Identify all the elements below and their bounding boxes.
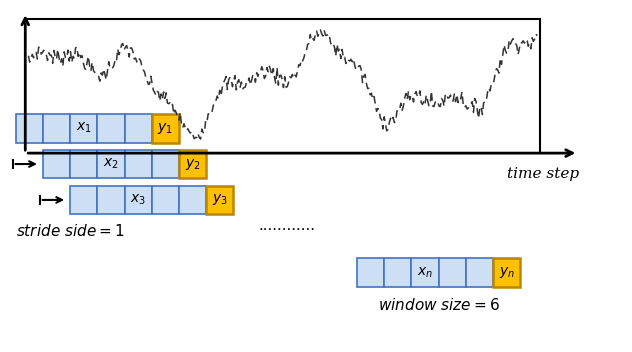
- Text: $y_n$: $y_n$: [499, 265, 514, 280]
- Text: $x_3$: $x_3$: [130, 193, 146, 207]
- Bar: [466, 258, 493, 287]
- Text: $x_n$: $x_n$: [417, 265, 433, 279]
- Text: $window\ size = 6$: $window\ size = 6$: [378, 297, 499, 313]
- Bar: [439, 258, 466, 287]
- Bar: [179, 150, 206, 178]
- Bar: [493, 258, 520, 287]
- Bar: [43, 114, 70, 143]
- Text: $y_2$: $y_2$: [185, 157, 200, 171]
- Bar: [70, 150, 97, 178]
- Bar: [206, 186, 233, 214]
- Bar: [152, 114, 179, 143]
- Text: $stride\ side = 1$: $stride\ side = 1$: [16, 223, 125, 239]
- Bar: [97, 114, 125, 143]
- Bar: [125, 186, 152, 214]
- Bar: [43, 150, 70, 178]
- Bar: [125, 114, 152, 143]
- Bar: [179, 186, 206, 214]
- Text: time step: time step: [507, 167, 580, 181]
- Text: $x_2$: $x_2$: [103, 157, 119, 171]
- Bar: [384, 258, 411, 287]
- Text: $y_1$: $y_1$: [157, 121, 173, 136]
- Bar: [357, 258, 384, 287]
- Text: $x_1$: $x_1$: [76, 121, 92, 135]
- Bar: [97, 186, 125, 214]
- Bar: [152, 186, 179, 214]
- Bar: [152, 150, 179, 178]
- Bar: [16, 114, 43, 143]
- Text: ............: ............: [259, 219, 316, 233]
- Bar: [70, 114, 97, 143]
- Text: $y_3$: $y_3$: [212, 193, 228, 207]
- Bar: [125, 150, 152, 178]
- Bar: [70, 186, 97, 214]
- Bar: [97, 150, 125, 178]
- Bar: [411, 258, 439, 287]
